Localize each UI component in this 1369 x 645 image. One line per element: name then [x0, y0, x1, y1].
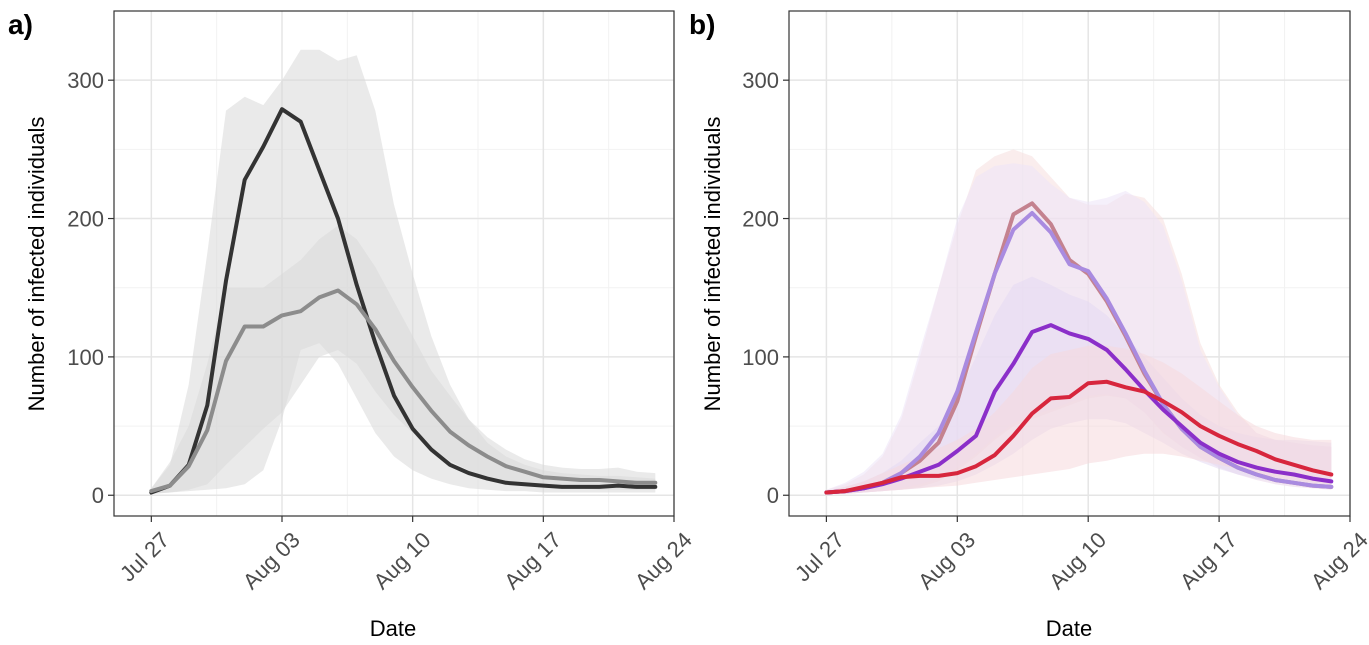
x-tick-label: Aug 10	[1044, 527, 1111, 594]
x-tick-label: Aug 03	[913, 527, 980, 594]
y-tick-label: 300	[67, 68, 104, 93]
plot-border	[788, 10, 1351, 517]
panel-b: b) 0 100 200 300 Jul 27 Aug 03 Aug 10 Aug 17 Aug…	[689, 9, 1369, 641]
series-1-line	[149, 288, 658, 494]
series-0-line	[149, 107, 658, 495]
y-tick-label: 200	[67, 207, 104, 232]
x-tick-label: Aug 03	[238, 527, 305, 594]
y-tick-label: 200	[742, 207, 779, 232]
panel-b-x-axis-title: Date	[1046, 616, 1092, 641]
panel-a-label: a)	[8, 9, 33, 40]
panel-b-label: b)	[689, 9, 715, 40]
y-tick-label: 100	[67, 345, 104, 370]
y-tick-label: 0	[767, 483, 779, 508]
series-1-line	[824, 211, 1334, 495]
y-tick-label: 100	[742, 345, 779, 370]
panel-b-plot: 0 100 200 300 Jul 27 Aug 03 Aug 10 Aug 17 Aug 24	[742, 10, 1369, 594]
x-tick-label: Aug 17	[499, 527, 566, 594]
y-tick-label: 0	[92, 483, 104, 508]
x-tick-label: Aug 24	[1306, 527, 1369, 594]
panel-a-plot: 0 100 200 300 Jul 27 Aug 03 Aug 10 Aug 17 Aug 24	[67, 10, 697, 594]
panel-a-x-axis-title: Date	[370, 616, 416, 641]
x-tick-label: Aug 24	[630, 527, 697, 594]
y-tick-label: 300	[742, 68, 779, 93]
x-tick-label: Jul 27	[790, 527, 849, 586]
panel-b-y-axis-title: Number of infected individuals	[700, 117, 725, 412]
series-3-line	[824, 379, 1334, 495]
plot-border	[113, 10, 675, 517]
panel-a-y-axis-title: Number of infected individuals	[24, 117, 49, 412]
x-tick-label: Aug 17	[1175, 527, 1242, 594]
series-1-uncertainty-band	[151, 225, 656, 494]
panel-a: a) 0 100 200 300 Jul 27 Aug 03 Aug 10 Aug 17 Aug…	[8, 9, 697, 641]
x-tick-label: Jul 27	[115, 527, 174, 586]
x-tick-label: Aug 10	[369, 527, 436, 594]
